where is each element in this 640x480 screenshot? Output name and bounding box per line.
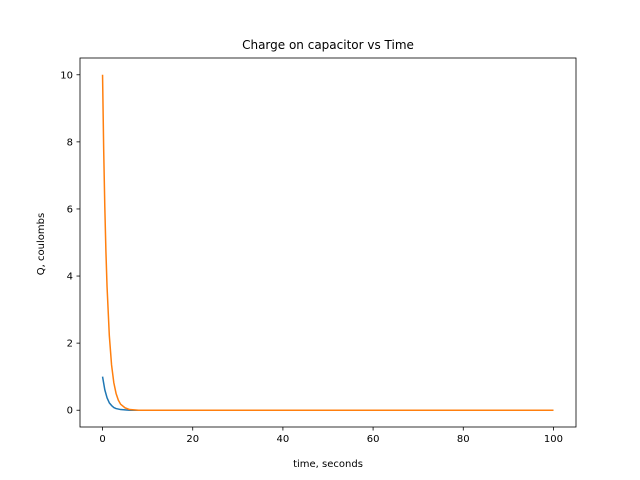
y-axis-ticks: 0 2 4 6 8 10	[60, 70, 80, 417]
plot-frame	[79, 57, 577, 428]
axes-frame	[79, 57, 577, 428]
y-axis-label: Q, coulombs	[36, 213, 47, 275]
y-tick-label: 8	[67, 137, 73, 148]
plot-lines	[101, 74, 554, 411]
y-tick-label: 6	[67, 204, 73, 215]
y-tick-label: 4	[67, 272, 73, 283]
x-axis-label: time, seconds	[293, 459, 363, 470]
series-line-1	[101, 376, 554, 411]
chart-title: Charge on capacitor vs Time	[242, 38, 414, 52]
y-tick-label: 10	[60, 70, 73, 81]
x-tick-label: 40	[277, 434, 290, 445]
x-tick-label: 20	[186, 434, 199, 445]
x-axis-ticks: 0 20 40 60 80 100	[99, 427, 563, 445]
x-tick-label: 80	[457, 434, 470, 445]
x-tick-label: 60	[367, 434, 380, 445]
y-tick-label: 0	[67, 406, 73, 417]
x-tick-label: 0	[99, 434, 105, 445]
y-tick-label: 2	[67, 339, 73, 350]
x-tick-label: 100	[544, 434, 563, 445]
series-line-2	[101, 74, 554, 411]
